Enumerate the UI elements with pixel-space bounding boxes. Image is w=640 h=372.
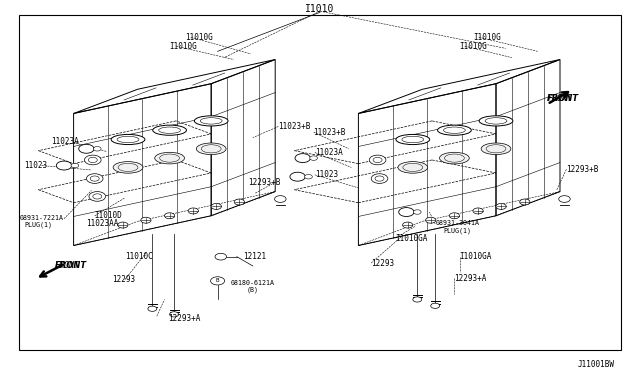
Text: 08180-6121A: 08180-6121A [230, 280, 275, 286]
Circle shape [413, 297, 422, 302]
Circle shape [371, 174, 388, 183]
Circle shape [449, 213, 460, 219]
Text: PLUG(1): PLUG(1) [443, 227, 471, 234]
Text: 11010C: 11010C [125, 252, 152, 261]
Text: 11023A: 11023A [315, 148, 342, 157]
Ellipse shape [481, 143, 511, 155]
Ellipse shape [111, 134, 145, 145]
Text: I1010GA: I1010GA [460, 252, 492, 261]
Text: I1010D: I1010D [95, 211, 122, 220]
Text: FRONT: FRONT [54, 262, 79, 270]
Text: 12293+A: 12293+A [454, 274, 487, 283]
Circle shape [170, 312, 179, 317]
Ellipse shape [196, 143, 226, 155]
Text: 11023AA: 11023AA [86, 219, 119, 228]
Circle shape [399, 208, 414, 217]
Circle shape [473, 208, 483, 214]
Circle shape [141, 217, 151, 223]
Circle shape [84, 155, 101, 165]
Ellipse shape [396, 134, 429, 145]
Circle shape [56, 161, 72, 170]
Text: 12293+A: 12293+A [168, 314, 200, 323]
Circle shape [188, 208, 198, 214]
Text: 12293+B: 12293+B [248, 178, 281, 187]
Text: 11023: 11023 [315, 170, 338, 179]
Circle shape [290, 172, 305, 181]
Ellipse shape [479, 116, 513, 126]
Text: FRONT: FRONT [547, 94, 572, 103]
Circle shape [148, 306, 157, 311]
Text: I1010G: I1010G [170, 42, 197, 51]
Ellipse shape [155, 152, 184, 164]
Circle shape [413, 210, 421, 214]
Text: 12293+B: 12293+B [566, 165, 599, 174]
Circle shape [369, 155, 386, 165]
Ellipse shape [195, 116, 228, 126]
Text: I1010G: I1010G [474, 33, 501, 42]
Circle shape [89, 192, 106, 201]
Circle shape [431, 303, 440, 308]
Circle shape [86, 174, 103, 183]
Text: 11023+B: 11023+B [278, 122, 311, 131]
Text: 11023: 11023 [24, 161, 47, 170]
Text: 11023A: 11023A [51, 137, 79, 146]
Text: 12293: 12293 [371, 259, 394, 267]
Circle shape [211, 203, 221, 209]
Text: 12293: 12293 [112, 275, 135, 284]
Text: PLUG(1): PLUG(1) [24, 222, 52, 228]
Circle shape [295, 154, 310, 163]
Circle shape [305, 174, 312, 179]
Circle shape [559, 196, 570, 202]
Text: (B): (B) [246, 287, 259, 294]
Circle shape [215, 253, 227, 260]
Text: 08931-7221A: 08931-7221A [19, 215, 63, 221]
Circle shape [310, 156, 317, 160]
Circle shape [211, 277, 225, 285]
Circle shape [71, 163, 79, 168]
Circle shape [275, 196, 286, 202]
Circle shape [93, 147, 101, 151]
Circle shape [234, 199, 244, 205]
Text: 11023+B: 11023+B [314, 128, 346, 137]
Circle shape [118, 222, 128, 228]
Circle shape [496, 203, 506, 209]
Bar [19, 15, 621, 350]
Text: FRONT: FRONT [547, 94, 579, 103]
Text: B: B [216, 278, 220, 283]
Ellipse shape [153, 125, 186, 135]
Text: FRONT: FRONT [54, 262, 86, 270]
Ellipse shape [438, 125, 471, 135]
Ellipse shape [398, 161, 428, 173]
Circle shape [79, 144, 94, 153]
Ellipse shape [113, 161, 143, 173]
Circle shape [403, 222, 413, 228]
Text: I1010: I1010 [305, 4, 335, 14]
Text: 08931-3041A: 08931-3041A [435, 220, 479, 226]
Circle shape [164, 213, 175, 219]
Text: I1010G: I1010G [460, 42, 487, 51]
Circle shape [426, 217, 436, 223]
Ellipse shape [440, 152, 469, 164]
Circle shape [520, 199, 530, 205]
Text: I1010GA: I1010GA [396, 234, 428, 243]
Text: J11001BW: J11001BW [577, 360, 614, 369]
Text: 11010G: 11010G [186, 33, 213, 42]
Text: 12121: 12121 [243, 252, 266, 261]
